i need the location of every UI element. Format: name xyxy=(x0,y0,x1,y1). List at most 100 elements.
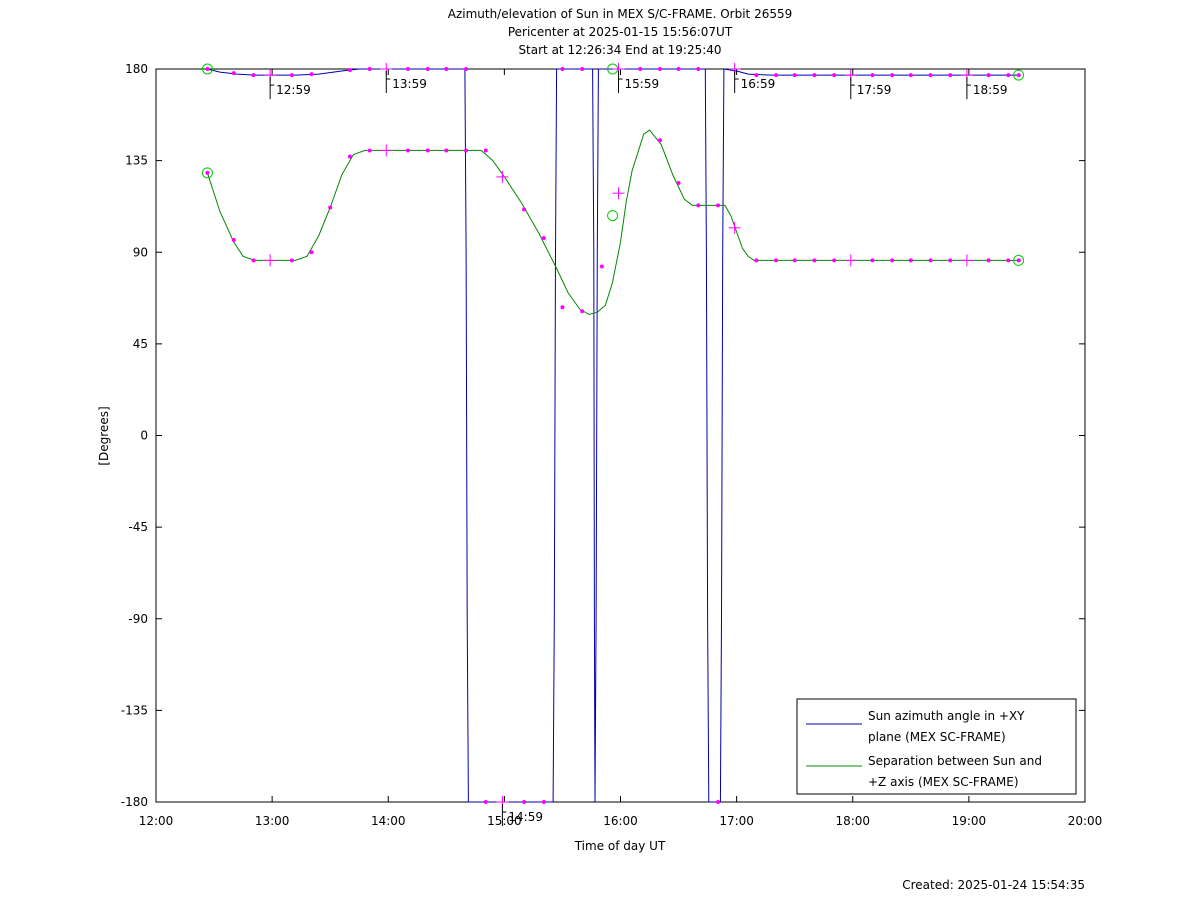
dot-marker-separation xyxy=(231,238,236,243)
y-tick-label: -180 xyxy=(121,795,148,809)
dot-marker-separation xyxy=(541,235,546,240)
hour-annotation-label: 12:59 xyxy=(276,83,311,97)
chart-title: Azimuth/elevation of Sun in MEX S/C-FRAM… xyxy=(448,7,793,57)
marker-layer xyxy=(201,63,1025,808)
x-tick-label: 17:00 xyxy=(719,814,754,828)
cross-marker xyxy=(264,254,277,267)
dot-marker-separation xyxy=(1006,258,1011,263)
circle-marker xyxy=(1013,69,1025,81)
dot-marker-separation xyxy=(599,264,604,269)
dot-marker-separation xyxy=(657,138,662,143)
hour-annotation: 14:59 xyxy=(501,804,543,826)
dot-marker-separation xyxy=(464,148,469,153)
dot-marker-separation xyxy=(328,205,333,210)
dot-marker-azimuth xyxy=(870,73,875,78)
hour-annotation: 17:59 xyxy=(850,77,892,100)
dot-marker-separation xyxy=(560,305,565,310)
dot-marker-separation xyxy=(309,250,314,255)
dot-marker-separation xyxy=(676,181,681,186)
dot-marker-azimuth xyxy=(289,73,294,78)
y-tick-label: -90 xyxy=(128,612,148,626)
dot-marker-azimuth xyxy=(696,67,701,71)
circle-marker xyxy=(201,167,213,179)
y-axis-label: [Degrees] xyxy=(97,406,111,465)
circle-marker xyxy=(607,210,619,222)
dot-marker-separation xyxy=(716,203,721,208)
dot-marker-azimuth xyxy=(676,67,681,71)
created-timestamp: Created: 2025-01-24 15:54:35 xyxy=(902,878,1085,892)
dot-marker-azimuth xyxy=(948,73,953,78)
x-tick-label: 18:00 xyxy=(835,814,870,828)
dot-marker-azimuth xyxy=(309,72,314,77)
legend-label-separation-line-1: Separation between Sun and xyxy=(868,754,1042,768)
x-axis-label: Time of day UT xyxy=(574,839,666,853)
dot-marker-separation xyxy=(696,203,701,208)
dot-marker-separation xyxy=(289,258,294,263)
dot-marker-azimuth xyxy=(890,73,895,78)
dot-marker-separation xyxy=(522,207,527,212)
circle-marker xyxy=(607,63,619,75)
series-layer xyxy=(206,68,1019,803)
y-tick-label: 45 xyxy=(133,337,148,351)
cross-marker xyxy=(496,170,509,183)
plot-frame xyxy=(155,68,1086,803)
y-tick-label: 135 xyxy=(125,154,148,168)
y-tick-label: -135 xyxy=(121,703,148,717)
dot-marker-separation xyxy=(251,258,256,263)
hour-annotation-label: 15:59 xyxy=(625,77,660,91)
y-tick-label: -45 xyxy=(128,520,148,534)
hour-annotation: 16:59 xyxy=(734,71,776,93)
annotation-layer: 12:59 13:59 14:59 15:59 16:59 17:59 18:59 xyxy=(269,71,1007,826)
dot-marker-separation xyxy=(580,309,585,314)
legend-label-azimuth-line-1: Sun azimuth angle in +XY xyxy=(868,709,1025,723)
dot-marker-azimuth xyxy=(347,68,352,73)
hour-annotation: 18:59 xyxy=(966,77,1007,100)
circle-marker xyxy=(1013,254,1025,266)
y-tick-label: 180 xyxy=(125,62,148,76)
series-separation-line xyxy=(206,129,1019,315)
hour-annotation-label: 14:59 xyxy=(508,810,543,824)
dot-marker-azimuth xyxy=(908,73,913,78)
dot-marker-separation xyxy=(986,258,991,263)
dot-marker-separation xyxy=(890,258,895,263)
dot-marker-separation xyxy=(347,154,352,159)
dot-marker-separation xyxy=(405,148,410,153)
dot-marker-separation xyxy=(367,148,372,153)
hour-annotation: 15:59 xyxy=(618,71,660,93)
x-tick-label: 19:00 xyxy=(952,814,987,828)
dot-marker-azimuth xyxy=(986,73,991,78)
x-tick-label: 12:00 xyxy=(139,814,174,828)
cross-marker xyxy=(728,221,741,234)
dot-marker-separation xyxy=(928,258,933,263)
dot-marker-separation xyxy=(205,170,210,175)
dot-marker-azimuth xyxy=(1016,73,1021,78)
y-tick-label: 0 xyxy=(140,429,148,443)
dot-marker-azimuth xyxy=(483,800,488,804)
dot-marker-separation xyxy=(754,258,759,263)
dot-marker-azimuth xyxy=(716,800,721,804)
legend: Sun azimuth angle in +XY plane (MEX SC-F… xyxy=(796,698,1077,795)
dot-marker-azimuth xyxy=(832,73,837,78)
x-tick-label: 13:00 xyxy=(255,814,290,828)
hour-annotation: 12:59 xyxy=(269,77,311,100)
dot-marker-separation xyxy=(483,148,488,153)
dot-marker-separation xyxy=(870,258,875,263)
dot-marker-separation xyxy=(832,258,837,263)
dot-marker-azimuth xyxy=(580,67,585,71)
dot-marker-azimuth xyxy=(812,73,817,78)
dot-marker-azimuth xyxy=(754,73,759,78)
cross-marker xyxy=(844,254,857,267)
cross-marker xyxy=(960,254,973,267)
dot-marker-separation xyxy=(792,258,797,263)
x-tick-label: 15:00 xyxy=(487,814,522,828)
dot-marker-azimuth xyxy=(638,67,643,71)
dot-marker-separation xyxy=(948,258,953,263)
dot-marker-separation xyxy=(812,258,817,263)
dot-marker-azimuth xyxy=(405,67,410,71)
hour-annotation-label: 16:59 xyxy=(741,77,776,91)
dot-marker-azimuth xyxy=(792,73,797,78)
hour-annotation-label: 13:59 xyxy=(392,77,427,91)
x-tick-label: 14:00 xyxy=(371,814,406,828)
dot-marker-separation xyxy=(425,148,430,153)
hour-annotation-label: 17:59 xyxy=(857,83,892,97)
